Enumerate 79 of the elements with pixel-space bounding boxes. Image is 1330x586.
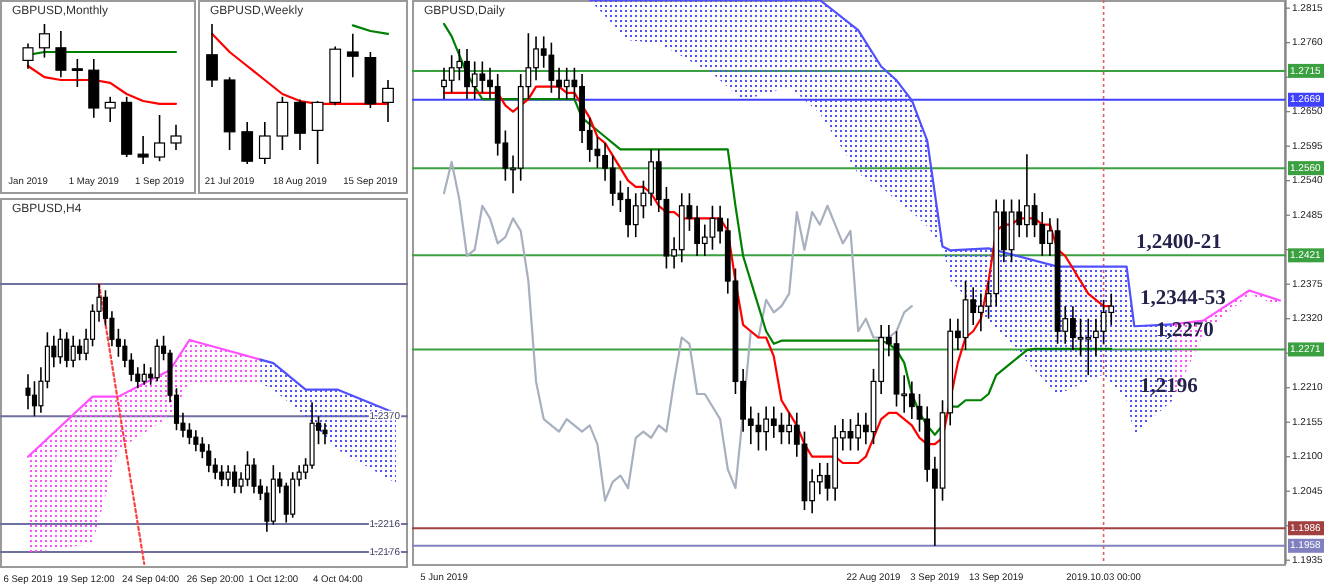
candlestick bbox=[1039, 211, 1046, 257]
candlestick bbox=[609, 154, 616, 207]
candlestick bbox=[1085, 317, 1092, 376]
candlestick bbox=[206, 443, 212, 473]
candlestick bbox=[70, 334, 76, 369]
candlestick bbox=[1108, 292, 1115, 326]
candlestick bbox=[1100, 299, 1107, 345]
candlestick bbox=[464, 48, 470, 100]
candlestick bbox=[170, 124, 182, 151]
candlestick bbox=[448, 54, 455, 94]
candlestick bbox=[270, 464, 276, 526]
candlestick bbox=[441, 66, 447, 100]
line-series bbox=[442, 160, 913, 502]
annotation: 1,2400-21 bbox=[1136, 232, 1222, 254]
candlestick bbox=[322, 422, 328, 445]
candlestick bbox=[364, 51, 377, 109]
candlestick bbox=[456, 48, 463, 82]
candlestick bbox=[770, 405, 777, 439]
candlestick bbox=[141, 362, 147, 386]
candlestick bbox=[346, 33, 359, 78]
candlestick bbox=[1070, 305, 1076, 351]
candlestick bbox=[264, 485, 270, 533]
candlestick bbox=[311, 100, 324, 165]
candlestick bbox=[55, 30, 67, 78]
candlestick bbox=[763, 405, 770, 452]
candlestick bbox=[709, 204, 716, 251]
candlestick bbox=[471, 60, 478, 100]
candlestick bbox=[22, 42, 34, 70]
candlestick bbox=[382, 79, 394, 123]
candlestick bbox=[1093, 317, 1099, 358]
candlestick bbox=[855, 412, 862, 452]
line-series bbox=[26, 338, 262, 458]
candlestick bbox=[206, 23, 218, 88]
candlestick bbox=[244, 450, 251, 487]
candlestick bbox=[225, 464, 231, 487]
line-series bbox=[442, 22, 1113, 436]
candlestick bbox=[251, 457, 257, 494]
candlestick bbox=[479, 60, 486, 94]
candlestick bbox=[258, 121, 271, 165]
candlestick bbox=[648, 148, 654, 207]
candlestick bbox=[1008, 198, 1015, 264]
candlestick bbox=[104, 96, 116, 123]
candlestick bbox=[31, 380, 37, 418]
candlestick bbox=[694, 204, 700, 257]
candlestick bbox=[625, 186, 631, 238]
annotation: 1,2270 bbox=[1156, 320, 1214, 342]
candlestick bbox=[1023, 153, 1030, 238]
candlestick bbox=[154, 338, 160, 383]
candlestick bbox=[232, 464, 238, 494]
candlestick bbox=[290, 471, 296, 519]
candlestick bbox=[701, 223, 708, 257]
candlestick bbox=[77, 338, 83, 362]
candlestick bbox=[88, 58, 100, 119]
candlestick bbox=[1077, 317, 1084, 358]
candlestick bbox=[548, 41, 555, 94]
candlestick bbox=[154, 114, 166, 162]
candlestick bbox=[786, 412, 793, 445]
candlestick bbox=[908, 380, 915, 420]
candlestick bbox=[219, 464, 225, 487]
candlestick bbox=[678, 192, 685, 264]
candlestick bbox=[563, 66, 570, 100]
candlestick bbox=[977, 292, 984, 333]
candlestick bbox=[71, 58, 83, 88]
annotation: 1,2344-53 bbox=[1140, 288, 1226, 310]
candlestick bbox=[241, 121, 254, 165]
candlestick bbox=[137, 135, 149, 165]
candlestick bbox=[632, 192, 639, 238]
candlestick bbox=[294, 98, 306, 151]
candlestick bbox=[25, 373, 31, 411]
candlestick bbox=[579, 73, 585, 144]
candlestick bbox=[816, 462, 823, 496]
annotation: 1,2196 bbox=[1140, 376, 1198, 398]
candlestick bbox=[64, 331, 70, 369]
candlestick bbox=[38, 23, 50, 59]
candlestick bbox=[193, 429, 199, 452]
candlestick bbox=[847, 418, 854, 452]
candlestick bbox=[533, 35, 539, 82]
candlestick bbox=[57, 327, 63, 365]
candlestick bbox=[276, 96, 289, 151]
